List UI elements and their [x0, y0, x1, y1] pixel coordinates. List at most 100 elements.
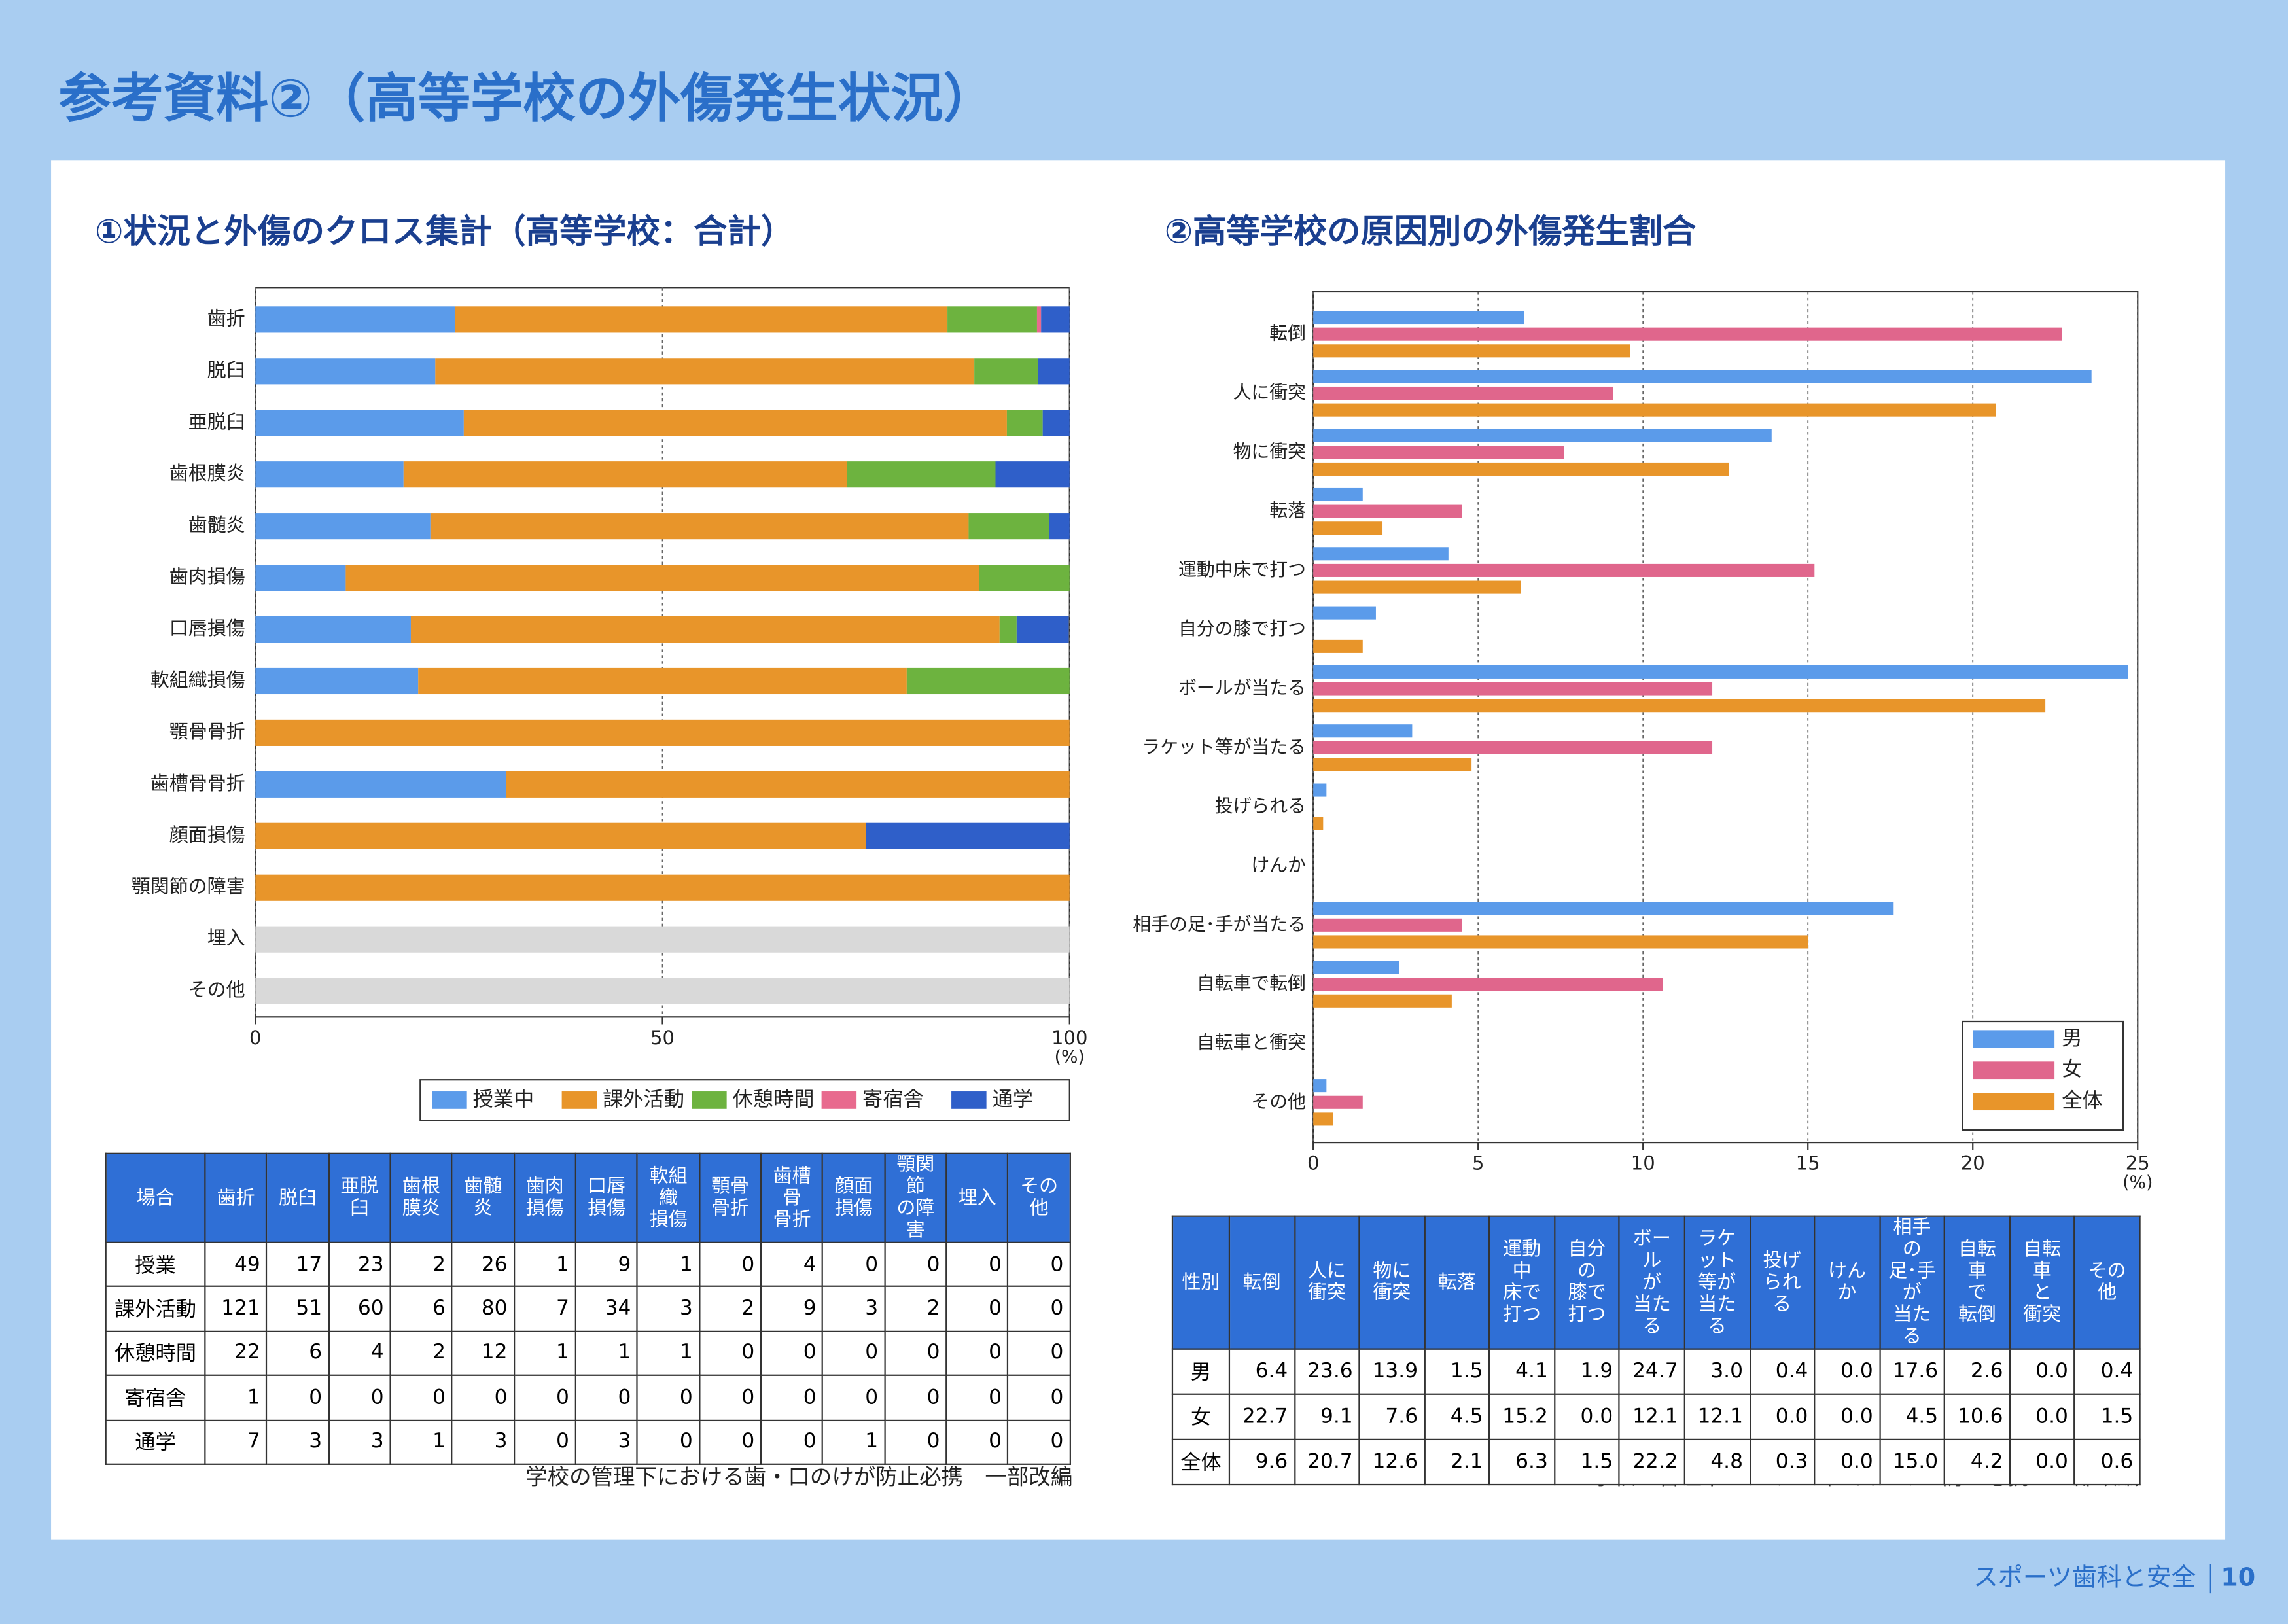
table-cell: 51 — [266, 1286, 330, 1332]
table-header-cell: 物に 衝突 — [1358, 1215, 1426, 1350]
table-cell: 0 — [637, 1375, 700, 1421]
bar-segment — [255, 461, 404, 488]
table-header-cell: 歯肉 損傷 — [513, 1152, 577, 1243]
bar — [1313, 758, 1472, 771]
table-cell: 0 — [884, 1330, 947, 1377]
table-header-cell: 自転車 で 転倒 — [1944, 1215, 2011, 1350]
table-cell: 0 — [698, 1241, 762, 1288]
table-cell: 0.3 — [1748, 1438, 1816, 1486]
table-header-row: 性別 転倒 人に 衝突 物に 衝突 転落 運動中 床で 打つ 自分の 膝で 打つ ボール が … — [1171, 1215, 2141, 1350]
y-tick-label: その他 — [188, 979, 245, 1001]
table-cell: 24.7 — [1619, 1348, 1685, 1395]
y-tick-label: 歯髄炎 — [188, 514, 245, 536]
data-table: 場合 歯折 脱臼 亜脱臼 歯根 膜炎 歯髄炎 歯肉 損傷 口唇 損傷 軟組織 損傷 顎骨 骨折 歯槽… — [105, 1152, 1071, 1465]
y-tick-label: 顎骨骨折 — [169, 720, 245, 743]
table-cell: 12.1 — [1619, 1393, 1685, 1441]
table-cell: 4.1 — [1488, 1348, 1555, 1395]
table-header-cell: 運動中 床で 打つ — [1488, 1215, 1555, 1350]
bar-segment — [866, 822, 1070, 849]
table-cell: 12 — [451, 1330, 515, 1377]
bar-segment — [1041, 306, 1070, 333]
bar — [1313, 403, 1996, 417]
x-tick-label: 10 — [1631, 1152, 1655, 1174]
bar-segment — [1049, 513, 1070, 540]
table-cell: 授業 — [105, 1241, 206, 1288]
bar-segment — [255, 719, 1070, 746]
table-header-cell: 脱臼 — [266, 1152, 330, 1243]
bar-segment — [979, 565, 1070, 591]
y-tick-label: 歯槽骨骨折 — [150, 772, 245, 794]
table-row: 男 6.4 23.6 13.9 1.5 4.1 1.9 24.7 3.0 0.4 0.0 17.6 2.… — [1171, 1348, 2141, 1395]
table-cell: 0.0 — [1814, 1348, 1880, 1395]
bar — [1313, 344, 1630, 358]
y-tick-label: 歯折 — [207, 307, 245, 329]
bar-segment — [906, 667, 1070, 695]
table-cell: 0.0 — [1814, 1438, 1880, 1486]
table-header-cell: 自転車 と 衝突 — [2009, 1215, 2076, 1350]
table-cell: 4.2 — [1944, 1438, 2011, 1486]
table-cell: 4.5 — [1423, 1393, 1490, 1441]
table-row: 課外活動 121 51 60 6 80 7 34 3 2 9 3 2 0 0 — [105, 1286, 1071, 1332]
bar — [1313, 741, 1713, 754]
bar — [1313, 606, 1376, 620]
bar — [1313, 783, 1327, 797]
legend-swatch — [1973, 1030, 2055, 1048]
table-cell: 0 — [760, 1419, 824, 1465]
bar — [1313, 724, 1413, 738]
bar-segment — [255, 410, 464, 436]
table-header-cell: 人に 衝突 — [1294, 1215, 1360, 1350]
table-header-cell: 転倒 — [1228, 1215, 1295, 1350]
table-cell: 0 — [822, 1241, 886, 1288]
bar — [1313, 1095, 1363, 1109]
bar — [1313, 580, 1521, 594]
table-cell: 0.4 — [2073, 1348, 2141, 1395]
table-cell: 1 — [637, 1241, 700, 1288]
table-cell: 1 — [389, 1419, 453, 1465]
bar — [1313, 386, 1613, 400]
y-tick-label: 自転車と衝突 — [1197, 1031, 1306, 1053]
table-cell: 0 — [513, 1375, 577, 1421]
table-cell: 0.0 — [2009, 1348, 2076, 1395]
bar — [1313, 699, 2046, 713]
table-cell: 3 — [822, 1286, 886, 1332]
table-cell: 2 — [389, 1330, 453, 1377]
y-tick-label: 相手の足･手が当たる — [1133, 913, 1306, 935]
bar-segment — [255, 358, 436, 385]
bar-segment — [345, 565, 979, 591]
table-cell: 7.6 — [1358, 1393, 1426, 1441]
bar — [1313, 817, 1324, 830]
bar — [1313, 935, 1808, 949]
data-table: 性別 転倒 人に 衝突 物に 衝突 転落 運動中 床で 打つ 自分の 膝で 打つ ボール が … — [1171, 1215, 2141, 1486]
bar-segment — [1038, 358, 1070, 385]
y-tick-label: 脱臼 — [207, 359, 245, 381]
x-tick-label: 25 — [2126, 1152, 2150, 1174]
bar-segment — [1016, 616, 1069, 643]
bar-segment — [995, 461, 1070, 488]
table-cell: 1 — [513, 1241, 577, 1288]
table-cell: 12.1 — [1683, 1393, 1751, 1441]
footer-text: スポーツ歯科と安全 — [1973, 1562, 2196, 1591]
table-cell: 全体 — [1171, 1438, 1231, 1486]
empty-bar — [255, 926, 1070, 953]
x-tick-label: 0 — [1307, 1152, 1319, 1174]
table-cell: 0 — [698, 1330, 762, 1377]
table-header-cell: 性別 — [1171, 1215, 1231, 1350]
bar — [1313, 462, 1729, 476]
bar-segment — [968, 513, 1049, 540]
bar-segment — [506, 771, 1070, 798]
table-header-cell: 顎関節 の障害 — [884, 1152, 947, 1243]
table-cell: 1.5 — [1423, 1348, 1490, 1395]
table-cell: 4 — [328, 1330, 391, 1377]
page-number: 10 — [2221, 1562, 2255, 1591]
bar — [1313, 327, 2062, 341]
y-tick-label: 顔面損傷 — [169, 824, 245, 846]
x-tick-label: 15 — [1796, 1152, 1820, 1174]
table-cell: 0 — [1007, 1286, 1071, 1332]
x-tick-label: 0 — [249, 1027, 261, 1049]
table-cell: 6 — [266, 1330, 330, 1377]
y-tick-label: 転落 — [1269, 500, 1306, 521]
table-cell: 0 — [760, 1330, 824, 1377]
table-header-cell: 投げ られる — [1748, 1215, 1816, 1350]
table-cell: 23 — [328, 1241, 391, 1288]
legend-label: 授業中 — [473, 1087, 535, 1111]
